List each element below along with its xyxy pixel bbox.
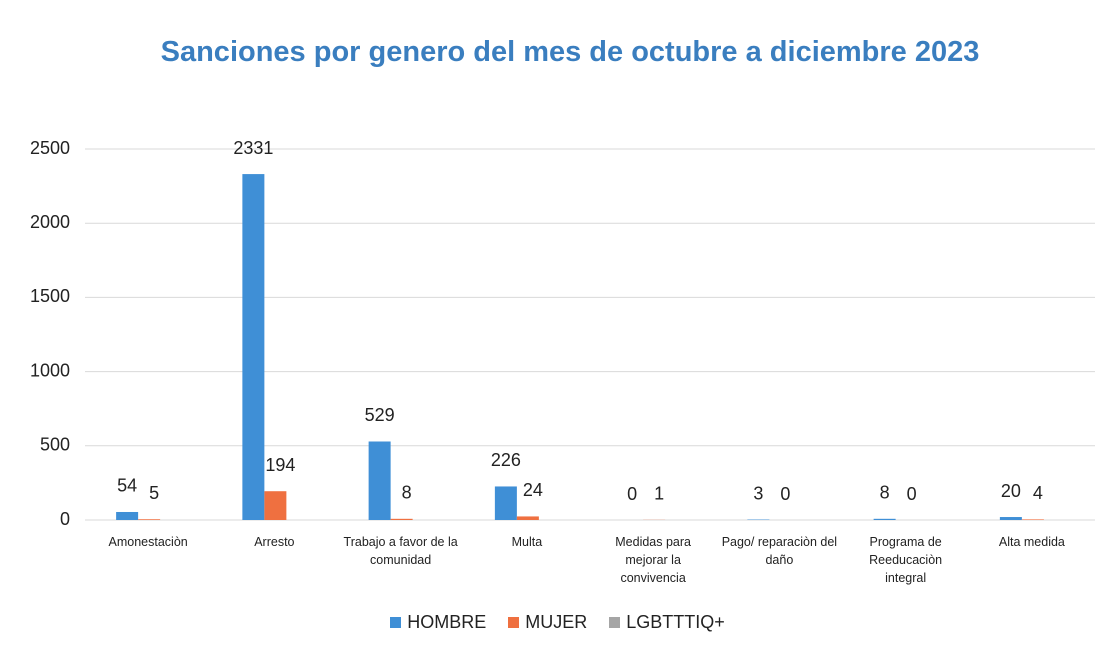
y-tick-label: 2500 — [30, 138, 70, 158]
legend-label: HOMBRE — [407, 612, 487, 632]
data-label: 3 — [753, 483, 763, 503]
legend-label: LGBTTTIQ+ — [626, 612, 725, 632]
chart-title: Sanciones por genero del mes de octubre … — [160, 36, 980, 68]
legend-item: HOMBRE — [390, 612, 486, 633]
x-tick-label: Amonestaciòn — [108, 535, 188, 549]
y-tick-label: 1000 — [30, 360, 70, 380]
data-label: 24 — [523, 480, 543, 500]
data-label: 8 — [402, 483, 412, 503]
legend-item: LGBTTTIQ+ — [609, 612, 725, 633]
legend: HOMBRE MUJER LGBTTTIQ+ — [0, 612, 1115, 633]
data-label: 4 — [1033, 483, 1043, 503]
x-tick-label: Multa — [511, 535, 543, 549]
bar — [1021, 519, 1044, 520]
y-tick-label: 2000 — [30, 212, 70, 232]
legend-swatch — [508, 617, 520, 628]
data-label: 0 — [627, 484, 637, 504]
data-label: 1 — [654, 484, 664, 504]
data-label: 2331 — [233, 138, 273, 158]
data-label: 0 — [907, 484, 917, 504]
legend-label: MUJER — [525, 612, 588, 632]
bar — [116, 511, 139, 520]
bar — [999, 517, 1022, 520]
bar — [264, 491, 287, 520]
bar — [368, 441, 391, 520]
legend-swatch — [609, 617, 621, 628]
data-label: 0 — [780, 484, 790, 504]
x-tick-label: Programa de Reeducaciòn integral — [869, 535, 943, 585]
x-tick-label: Medidas para mejorar la convivencia — [615, 535, 691, 585]
bar — [138, 519, 161, 520]
data-label: 194 — [265, 455, 295, 475]
x-tick-label: Pago/ reparaciòn del daño — [721, 535, 838, 567]
data-label: 5 — [149, 483, 159, 503]
bar — [494, 486, 517, 520]
y-tick-label: 1500 — [30, 286, 70, 306]
x-tick-label: Arresto — [254, 535, 295, 549]
bar — [242, 174, 265, 521]
data-label: 8 — [880, 483, 890, 503]
data-label: 529 — [365, 405, 395, 425]
bar — [873, 518, 896, 520]
data-label: 20 — [1001, 481, 1021, 501]
x-tick-label: Trabajo a favor de la comunidad — [343, 535, 458, 567]
bar — [516, 516, 539, 520]
bar — [390, 518, 413, 520]
data-label: 54 — [117, 476, 137, 496]
data-label: 226 — [491, 450, 521, 470]
legend-item: MUJER — [508, 612, 587, 633]
y-tick-label: 500 — [40, 435, 70, 455]
legend-swatch — [390, 617, 402, 628]
y-tick-label: 0 — [60, 509, 70, 529]
x-tick-label: Alta medida — [998, 535, 1065, 549]
